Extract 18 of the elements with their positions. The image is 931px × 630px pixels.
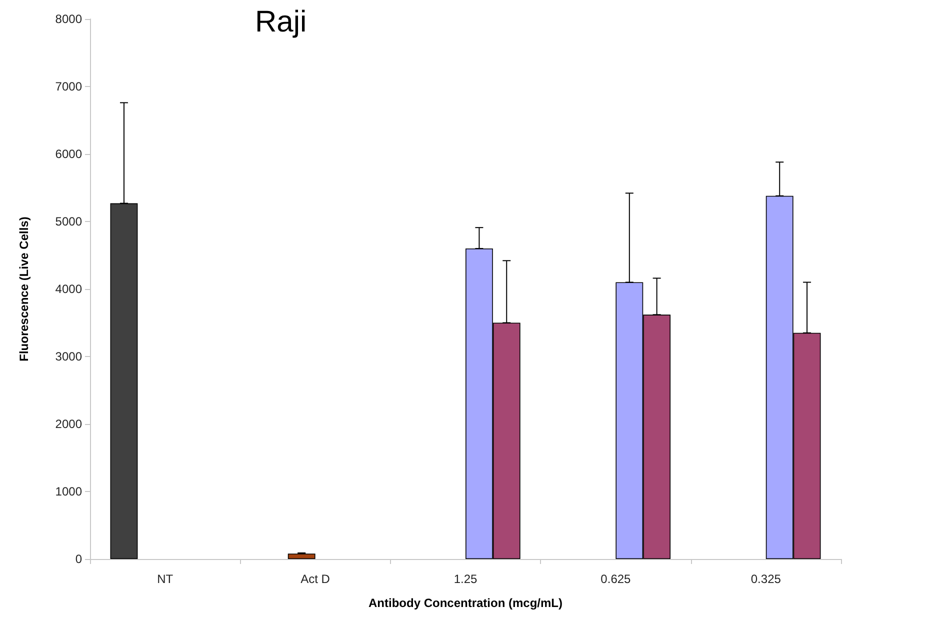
x-tick-label: Act D	[300, 572, 330, 586]
y-tick-label: 3000	[55, 350, 82, 364]
y-tick-label: 0	[75, 552, 82, 566]
y-tick-label: 7000	[55, 80, 82, 94]
y-tick-label: 4000	[55, 282, 82, 296]
y-tick-label: 6000	[55, 147, 82, 161]
y-tick-label: 5000	[55, 214, 82, 228]
x-tick-label: 1.25	[454, 572, 478, 586]
y-tick-label: 8000	[55, 12, 82, 26]
x-axis-title: Antibody Concentration (mcg/mL)	[368, 596, 562, 610]
y-tick-label: 2000	[55, 417, 82, 431]
bar	[288, 554, 316, 559]
x-tick-label: 0.325	[750, 572, 782, 586]
x-tick-label: NT	[157, 572, 174, 586]
chart-title: Raji	[255, 6, 307, 38]
y-tick-label: 1000	[55, 484, 82, 498]
x-tick-label: 0.625	[600, 572, 632, 586]
y-axis-title: Fluorescence (Live Cells)	[17, 216, 31, 362]
